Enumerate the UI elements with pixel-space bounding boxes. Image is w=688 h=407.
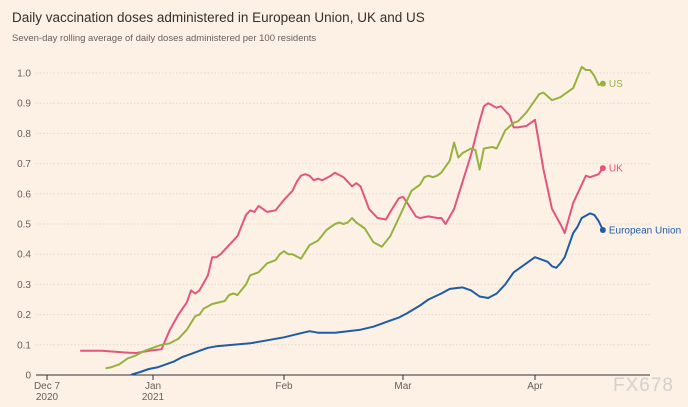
x-tick-label-year: 2020 bbox=[36, 392, 59, 403]
series-label-uk: UK bbox=[609, 164, 623, 175]
y-tick-label: 0.6 bbox=[17, 189, 31, 200]
series-line-us bbox=[105, 66, 604, 370]
series-end-dot-european-union bbox=[599, 227, 606, 234]
y-tick-label: 0.9 bbox=[17, 99, 31, 110]
x-tick-label-year: 2021 bbox=[142, 392, 165, 403]
x-tick-label: Apr bbox=[527, 381, 543, 392]
series-line-european-union bbox=[130, 212, 604, 376]
series-label-european-union: European Union bbox=[609, 226, 681, 237]
x-tick-label: Jan bbox=[145, 381, 161, 392]
series-label-us: US bbox=[609, 79, 623, 90]
y-tick-label: 0.2 bbox=[17, 310, 31, 321]
series-line-uk bbox=[79, 102, 604, 354]
y-tick-label: 0.3 bbox=[17, 280, 31, 291]
y-tick-label: 0.5 bbox=[17, 220, 31, 231]
y-tick-label: 0.7 bbox=[17, 159, 31, 170]
x-tick-label: Mar bbox=[394, 381, 412, 392]
y-tick-label: 0.1 bbox=[17, 340, 31, 351]
y-tick-label: 1.0 bbox=[17, 69, 31, 80]
y-tick-label: 0.4 bbox=[17, 250, 31, 261]
series-end-dot-uk bbox=[599, 165, 606, 172]
chart-subtitle: Seven-day rolling average of daily doses… bbox=[12, 33, 317, 44]
series-end-dot-us bbox=[599, 80, 606, 87]
y-tick-label: 0.8 bbox=[17, 129, 31, 140]
chart-title: Daily vaccination doses administered in … bbox=[12, 10, 425, 25]
watermark-logo: FX678 bbox=[613, 375, 674, 396]
y-tick-label: 0 bbox=[25, 371, 31, 382]
x-tick-label: Feb bbox=[275, 381, 293, 392]
x-tick-label: Dec 7 bbox=[34, 381, 61, 392]
